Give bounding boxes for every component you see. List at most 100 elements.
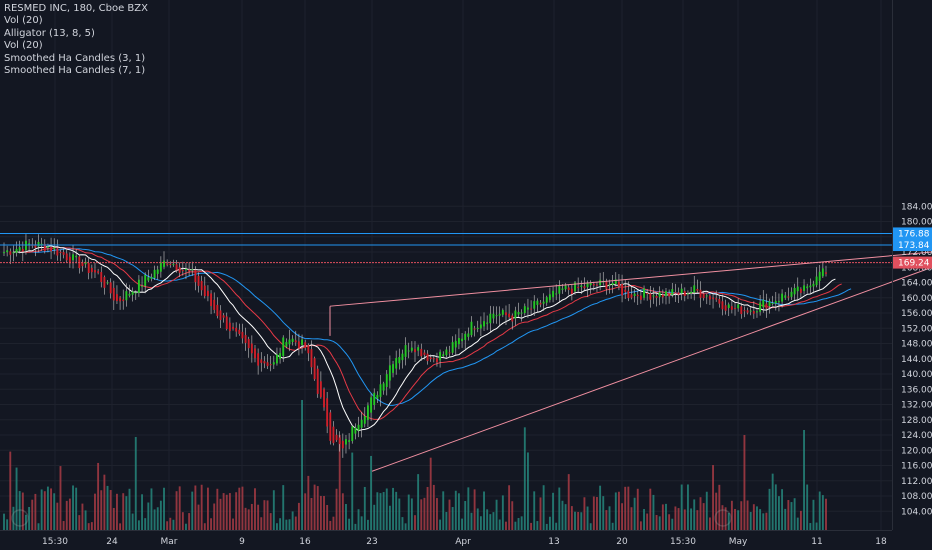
volume-bar: [37, 523, 40, 530]
y-tick-label: 128.00: [901, 416, 932, 426]
candle-body: [730, 306, 733, 310]
candle-body: [790, 291, 793, 297]
candle-body: [100, 272, 103, 283]
candle-body: [398, 357, 401, 364]
candle-body: [721, 301, 724, 310]
volume-bar: [319, 495, 322, 530]
volume-bar: [812, 499, 815, 530]
candle-body: [583, 286, 586, 289]
volume-bar: [646, 513, 649, 530]
volume-bar: [693, 499, 696, 530]
volume-bar: [238, 487, 241, 530]
candle-body: [727, 304, 730, 309]
svg-text:176.88: 176.88: [898, 229, 930, 239]
x-tick-label: 20: [616, 537, 628, 547]
volume-bar: [727, 512, 730, 530]
volume-bar: [62, 521, 65, 530]
trendline-lower[interactable]: [371, 266, 932, 472]
candle-body: [633, 293, 636, 297]
volume-bar: [153, 509, 156, 530]
volume-bar: [297, 502, 300, 530]
trendline-upper[interactable]: [329, 251, 932, 307]
volume-bar: [388, 505, 391, 530]
volume-bar: [464, 500, 467, 530]
volume-bar: [501, 495, 504, 530]
candle-body: [649, 293, 652, 300]
y-tick-label: 108.00: [901, 492, 932, 502]
y-tick-label: 120.00: [901, 446, 932, 456]
volume-bar: [338, 435, 341, 530]
legend-volume-2[interactable]: Vol (20): [4, 40, 43, 52]
candle-body: [213, 299, 216, 310]
candle-body: [806, 286, 809, 289]
legend-alligator[interactable]: Alligator (13, 8, 5): [4, 27, 95, 39]
volume-bar: [614, 492, 617, 530]
volume-bar: [272, 490, 275, 530]
volume-bar: [241, 486, 244, 530]
candle-body: [53, 247, 56, 250]
candle-body: [90, 267, 93, 273]
candle-body: [376, 394, 379, 399]
volume-bar: [432, 484, 435, 530]
candle-body: [414, 349, 416, 353]
candle-body: [545, 297, 548, 303]
volume-bar: [329, 520, 332, 530]
legend-volume-1[interactable]: Vol (20): [4, 15, 43, 27]
candle-body: [150, 277, 153, 279]
candle-body: [608, 284, 611, 286]
candle-body: [254, 348, 256, 359]
candle-body: [370, 397, 373, 413]
price-axis[interactable]: 104.00 108.00 112.00 116.00 120.00 124.00 128.…: [901, 202, 932, 517]
volume-bar: [492, 512, 495, 530]
volume-bar: [520, 516, 523, 530]
legend-symbol[interactable]: RESMED INC, 180, Cboe BZX: [4, 3, 148, 14]
x-tick-label: 24: [106, 537, 118, 547]
volume-bar: [222, 493, 225, 530]
volume-bar: [235, 492, 238, 530]
volume-bar: [56, 502, 59, 530]
y-tick-label: 144.00: [901, 355, 932, 365]
candle-body: [12, 252, 15, 254]
volume-bar: [442, 491, 445, 530]
volume-bar: [552, 492, 554, 530]
candle-body: [589, 282, 592, 286]
volume-bar: [294, 516, 297, 530]
volume-bar: [796, 517, 799, 530]
volume-bar: [533, 491, 536, 530]
candle-body: [404, 345, 407, 357]
volume-bar: [382, 492, 385, 530]
volume-bar: [94, 493, 96, 530]
volume-bar: [260, 517, 263, 530]
volume-bar: [166, 521, 169, 530]
candle-body: [235, 327, 238, 332]
volume-bar: [313, 484, 316, 530]
volume-bar: [172, 519, 175, 530]
volume-bar: [803, 430, 805, 530]
legend-smoothed-ha-7[interactable]: Smoothed Ha Candles (7, 1): [4, 65, 146, 77]
volume-bar: [87, 523, 90, 530]
candle-body: [677, 292, 680, 295]
candle-body: [539, 302, 542, 305]
candle-body: [382, 383, 385, 391]
candle-body: [166, 263, 169, 265]
candle-body: [228, 322, 231, 332]
legend-smoothed-ha-3[interactable]: Smoothed Ha Candles (3, 1): [4, 52, 146, 64]
volume-bar: [188, 513, 191, 530]
candle-body: [360, 419, 363, 428]
candle-body: [617, 281, 620, 287]
candle-body: [536, 300, 539, 305]
candle-body: [734, 307, 736, 309]
candle-body: [392, 364, 394, 373]
candle-body: [385, 374, 388, 387]
candle-body: [825, 272, 827, 274]
volume-bar: [379, 493, 382, 530]
candle-body: [112, 287, 115, 301]
candle-body: [417, 347, 420, 351]
candle-body: [197, 276, 200, 286]
volume-bar: [219, 498, 222, 530]
y-tick-label: 180.00: [901, 218, 932, 228]
time-axis[interactable]: 15:30 24 Mar 9 16 23 Apr 13 20 15:30 May 11 18: [42, 537, 887, 547]
candle-body: [570, 288, 573, 294]
volume-bar: [351, 452, 354, 530]
